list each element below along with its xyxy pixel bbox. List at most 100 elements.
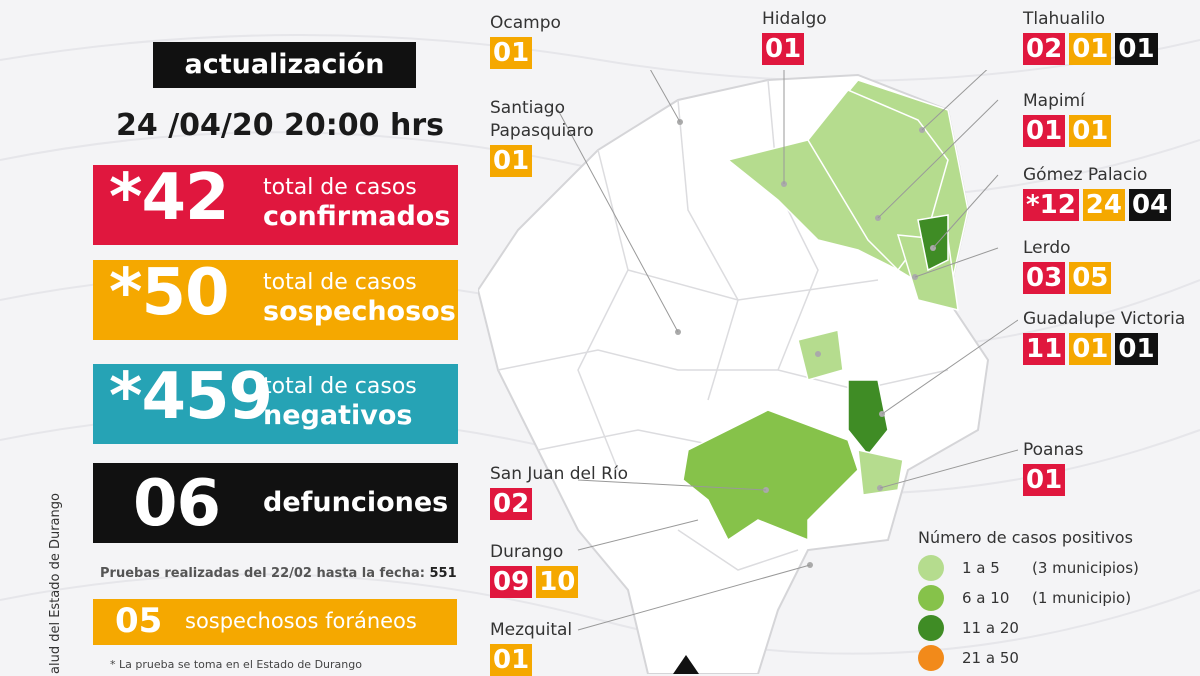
badges-gomez-palacio: *12 24 04 — [1023, 189, 1172, 221]
case-count-badge: 09 — [490, 566, 533, 598]
suspected-value: *50 — [109, 256, 230, 330]
municipality-name: Guadalupe Victoria — [1023, 309, 1186, 329]
legend-range: 1 a 5 — [962, 559, 1000, 577]
case-count-badge: 02 — [1023, 33, 1066, 65]
legend-swatch — [918, 645, 944, 671]
municipality-name: Mezquital — [490, 620, 573, 640]
vertical-credit: alud del Estado de Durango — [26, 460, 66, 674]
foreign-suspects-value: 05 — [115, 601, 163, 641]
case-count-badge: 11 — [1023, 333, 1066, 365]
durango-map — [478, 70, 1018, 674]
confirmed-label-2: confirmados — [263, 201, 451, 232]
badges-poanas: 01 — [1023, 464, 1084, 496]
case-count-badge: *12 — [1023, 189, 1079, 221]
case-count-badge: 24 — [1082, 189, 1125, 221]
case-count-badge: 01 — [1115, 33, 1158, 65]
foreign-suspects-label: sospechosos foráneos — [185, 609, 417, 633]
municipality-durango: Durango 09 10 — [490, 541, 579, 598]
legend-item: 1 a 5 (3 municipios) — [918, 553, 1139, 583]
suspected-cases-box: *50 total de casos sospechosos — [93, 256, 458, 340]
case-count-badge: 01 — [1069, 115, 1112, 147]
municipality-mapimi: Mapimí 01 01 — [1023, 90, 1112, 147]
negative-cases-box: *459 total de casos negativos — [93, 360, 458, 444]
municipality-name-line2: Papasquiaro — [490, 121, 594, 141]
legend-swatch — [918, 615, 944, 641]
municipality-name: Mapimí — [1023, 91, 1085, 111]
municipality-name: Gómez Palacio — [1023, 165, 1148, 185]
legend-note: (1 municipio) — [1032, 589, 1132, 607]
deaths-label: defunciones — [263, 487, 449, 518]
badges-ocampo: 01 — [490, 37, 561, 69]
badges-guadalupe-victoria: 11 01 01 — [1023, 333, 1185, 365]
badges-durango: 09 10 — [490, 566, 579, 598]
municipality-hidalgo: Hidalgo 01 — [762, 8, 827, 65]
municipality-san-juan-del-rio: San Juan del Río 02 — [490, 463, 628, 520]
municipality-name: Santiago — [490, 98, 565, 118]
legend-item: 6 a 10 (1 municipio) — [918, 583, 1139, 613]
case-count-badge: 01 — [1023, 464, 1066, 496]
municipality-gomez-palacio: Gómez Palacio *12 24 04 — [1023, 164, 1172, 221]
municipality-mezquital: Mezquital 01 — [490, 619, 572, 676]
municipality-name: Durango — [490, 542, 564, 562]
municipality-name: Ocampo — [490, 13, 561, 33]
map-legend: Número de casos positivos 1 a 5 (3 munici… — [918, 528, 1139, 673]
municipality-poanas: Poanas 01 — [1023, 439, 1084, 496]
case-count-badge: 01 — [490, 37, 533, 69]
vertical-credit-text: alud del Estado de Durango — [48, 493, 63, 674]
legend-rows: 1 a 5 (3 municipios) 6 a 10 (1 municipio) 11… — [918, 553, 1139, 673]
legend-title: Número de casos positivos — [918, 528, 1133, 547]
deaths-value: 06 — [133, 467, 221, 541]
legend-swatch — [918, 555, 944, 581]
case-count-badge: 01 — [762, 33, 805, 65]
case-count-badge: 03 — [1023, 262, 1066, 294]
legend-range: 21 a 50 — [962, 649, 1019, 667]
legend-note: (3 municipios) — [1032, 559, 1139, 577]
case-count-badge: 10 — [536, 566, 579, 598]
negative-label-2: negativos — [263, 400, 413, 431]
confirmed-cases-box: *42 total de casos confirmados — [93, 161, 458, 245]
badges-tlahualilo: 02 01 01 — [1023, 33, 1158, 65]
case-count-badge: 01 — [1115, 333, 1158, 365]
case-count-badge: 01 — [1069, 33, 1112, 65]
case-count-badge: 01 — [490, 644, 533, 676]
tests-text: Pruebas realizadas del 22/02 hasta la fe… — [100, 566, 425, 581]
negative-value: *459 — [109, 360, 273, 434]
municipality-lerdo: Lerdo 03 05 — [1023, 237, 1112, 294]
municipality-tlahualilo: Tlahualilo 02 01 01 — [1023, 8, 1158, 65]
case-count-badge: 05 — [1069, 262, 1112, 294]
municipality-name: Lerdo — [1023, 238, 1071, 258]
badges-santiago: 01 — [490, 145, 594, 177]
municipality-guadalupe-victoria: Guadalupe Victoria 11 01 01 — [1023, 308, 1185, 365]
footnote: * La prueba se toma en el Estado de Dura… — [110, 658, 362, 671]
legend-item: 11 a 20 — [918, 613, 1139, 643]
deaths-box: 06 defunciones — [93, 463, 458, 543]
case-count-badge: 04 — [1128, 189, 1172, 221]
case-count-badge: 01 — [490, 145, 533, 177]
municipality-name: San Juan del Río — [490, 464, 629, 484]
confirmed-value: *42 — [109, 161, 230, 235]
municipality-name: Tlahualilo — [1023, 9, 1106, 29]
foreign-suspects-box: 05 sospechosos foráneos — [93, 599, 457, 645]
case-count-badge: 01 — [1023, 115, 1066, 147]
case-count-badge: 01 — [1069, 333, 1112, 365]
north-arrow-icon — [673, 655, 699, 674]
confirmed-label-1: total de casos — [263, 175, 417, 200]
municipality-ocampo: Ocampo 01 — [490, 12, 561, 69]
badges-mapimi: 01 01 — [1023, 115, 1112, 147]
badges-hidalgo: 01 — [762, 33, 827, 65]
legend-swatch — [918, 585, 944, 611]
case-count-badge: 02 — [490, 488, 533, 520]
legend-item: 21 a 50 — [918, 643, 1139, 673]
affected-regions — [682, 79, 969, 542]
legend-range: 11 a 20 — [962, 619, 1019, 637]
update-header: actualización — [153, 42, 416, 88]
legend-range: 6 a 10 — [962, 589, 1010, 607]
badges-mezquital: 01 — [490, 644, 572, 676]
suspected-label-2: sospechosos — [263, 296, 456, 327]
tests-summary: Pruebas realizadas del 22/02 hasta la fe… — [100, 566, 457, 581]
leader-lines — [557, 70, 1018, 631]
municipality-name: Hidalgo — [762, 9, 827, 29]
badges-san-juan: 02 — [490, 488, 628, 520]
municipality-name: Poanas — [1023, 440, 1084, 460]
tests-value: 551 — [429, 566, 457, 581]
